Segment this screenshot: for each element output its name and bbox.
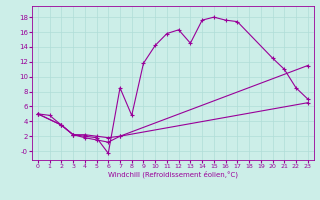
X-axis label: Windchill (Refroidissement éolien,°C): Windchill (Refroidissement éolien,°C) xyxy=(108,171,238,178)
